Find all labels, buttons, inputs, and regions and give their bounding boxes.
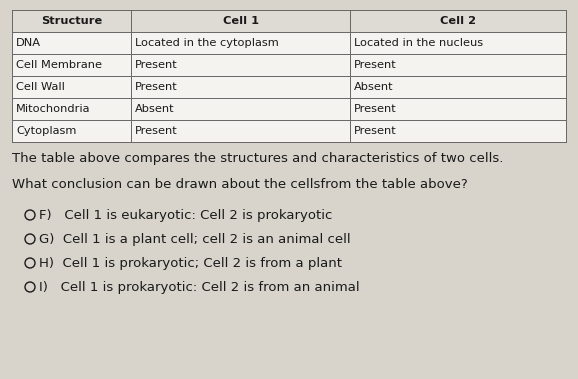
Text: Cell 1: Cell 1 xyxy=(223,16,258,26)
Bar xyxy=(12,10,566,32)
Text: G)  Cell 1 is a plant cell; cell 2 is an animal cell: G) Cell 1 is a plant cell; cell 2 is an … xyxy=(39,232,351,246)
Text: Cell Membrane: Cell Membrane xyxy=(16,60,102,70)
Text: I)   Cell 1 is prokaryotic: Cell 2 is from an animal: I) Cell 1 is prokaryotic: Cell 2 is from… xyxy=(39,280,360,293)
Text: The table above compares the structures and characteristics of two cells.: The table above compares the structures … xyxy=(12,152,503,165)
Text: Mitochondria: Mitochondria xyxy=(16,104,91,114)
Text: Cytoplasm: Cytoplasm xyxy=(16,126,76,136)
Text: Located in the nucleus: Located in the nucleus xyxy=(354,38,483,48)
Text: Cell Wall: Cell Wall xyxy=(16,82,65,92)
Text: Absent: Absent xyxy=(354,82,394,92)
Text: Present: Present xyxy=(135,60,178,70)
Text: Present: Present xyxy=(354,104,397,114)
Text: What conclusion can be drawn about the cells​from the table above?: What conclusion can be drawn about the c… xyxy=(12,178,468,191)
Text: Absent: Absent xyxy=(135,104,175,114)
Text: Present: Present xyxy=(135,82,178,92)
Text: F)   Cell 1 is eukaryotic: Cell 2 is prokaryotic: F) Cell 1 is eukaryotic: Cell 2 is proka… xyxy=(39,208,332,221)
Text: Cell 2: Cell 2 xyxy=(440,16,476,26)
Text: Present: Present xyxy=(354,126,397,136)
Text: Present: Present xyxy=(354,60,397,70)
Bar xyxy=(12,10,566,142)
Text: DNA: DNA xyxy=(16,38,41,48)
Text: Located in the cytoplasm: Located in the cytoplasm xyxy=(135,38,279,48)
Text: Present: Present xyxy=(135,126,178,136)
Text: H)  Cell 1 is prokaryotic; Cell 2 is from a plant: H) Cell 1 is prokaryotic; Cell 2 is from… xyxy=(39,257,342,269)
Text: Structure: Structure xyxy=(41,16,102,26)
